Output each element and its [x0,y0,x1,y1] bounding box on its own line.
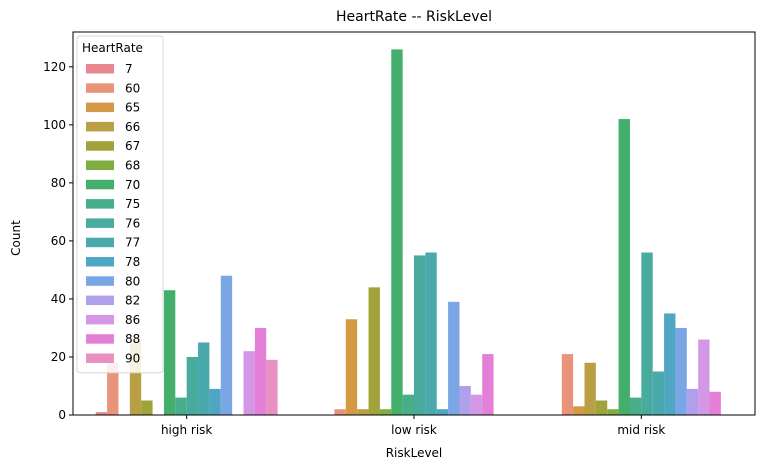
legend-label-7: 7 [125,62,133,76]
x-tick-label: low risk [391,423,437,437]
legend-label-70: 70 [125,178,140,192]
legend-swatch-66 [86,121,114,132]
bar-80-mid-risk [675,327,687,415]
bar-65-low-risk [345,319,358,415]
chart-title: HeartRate -- RiskLevel [336,9,492,25]
bar-88-low-risk [482,354,494,415]
bar-88-mid-risk [709,391,721,415]
bar-86-mid-risk [698,339,710,415]
y-tick-label: 120 [43,60,66,74]
legend-label-75: 75 [125,197,140,211]
bar-76-low-risk [414,255,426,415]
bar-75-low-risk [402,394,414,415]
bar-70-low-risk [391,49,403,415]
legend-label-60: 60 [125,81,140,95]
bar-78-low-risk [436,409,449,415]
bar-66-low-risk [357,409,369,415]
legend-swatch-68 [86,160,114,170]
bar-86-high-risk [243,351,255,415]
bar-82-low-risk [459,385,471,415]
legend-swatch-82 [86,295,114,306]
bar-76-high-risk [186,356,199,415]
bar-67-mid-risk [595,400,608,415]
axes-group: 0 20 40 60 80 100 120 high risk low risk mid risk [43,31,756,437]
legend-swatch-65 [86,102,114,113]
bar-7-high-risk [95,412,108,415]
legend-box [76,35,164,374]
x-tick-label: mid risk [617,423,665,437]
legend-label-67: 67 [125,139,140,153]
legend-swatch-86 [86,314,114,325]
y-tick-label: 0 [58,408,66,422]
bar-66-mid-risk [584,362,596,415]
legend-swatch-76 [86,218,114,228]
legend-swatch-60 [86,83,114,93]
bar-75-mid-risk [629,397,642,415]
bar-67-high-risk [141,400,153,415]
y-tick-label: 40 [51,292,66,306]
x-axis-label: RiskLevel [386,446,443,460]
bar-60-mid-risk [561,354,574,415]
bar-68-low-risk [379,409,392,415]
legend-swatch-78 [86,257,114,267]
legend-label-82: 82 [125,294,140,308]
bar-77-mid-risk [652,371,665,415]
bar-88-high-risk [254,327,267,415]
legend-label-78: 78 [125,255,140,269]
legend-swatch-75 [86,199,114,209]
legend-swatch-77 [86,237,114,248]
bar-82-mid-risk [686,388,699,415]
bar-80-low-risk [448,301,460,415]
legend-label-80: 80 [125,274,140,288]
legend-label-86: 86 [125,313,140,327]
legend-swatch-70 [86,179,114,190]
legend-label-66: 66 [125,120,140,134]
bar-76-mid-risk [641,252,653,415]
legend-swatch-88 [86,334,114,344]
bar-78-mid-risk [664,313,676,415]
bar-77-low-risk [425,252,437,415]
bar-60-low-risk [334,409,346,415]
bars-group [95,49,721,416]
x-tick-label: high risk [161,423,212,437]
bar-80-high-risk [220,275,233,415]
legend-label-77: 77 [125,236,140,250]
legend-title: HeartRate [82,41,143,55]
bar-65-mid-risk [573,406,585,415]
legend-swatch-67 [86,141,114,151]
bar-67-low-risk [368,287,380,415]
bar-75-high-risk [175,397,187,415]
legend-label-68: 68 [125,159,140,173]
bar-77-high-risk [198,342,210,415]
y-tick-label: 80 [51,176,66,190]
bar-90-high-risk [266,359,278,415]
bar-60-high-risk [107,362,119,415]
bar-86-low-risk [470,394,483,415]
bar-70-mid-risk [618,119,630,416]
bar-70-high-risk [163,290,176,415]
legend: HeartRate 7 60 65 66 67 68 70 75 76 77 78 80 82 86 88 90 [76,35,164,374]
y-tick-label: 60 [51,234,66,248]
bar-78-high-risk [209,388,221,415]
y-tick-label: 100 [43,118,66,132]
y-tick-label: 20 [51,350,66,364]
bar-66-high-risk [129,339,142,415]
legend-label-65: 65 [125,101,140,115]
legend-label-76: 76 [125,216,140,230]
legend-swatch-7 [86,64,114,74]
legend-label-90: 90 [125,352,140,366]
y-axis-label: Count [9,220,23,256]
legend-label-88: 88 [125,332,140,346]
bar-68-mid-risk [607,409,619,415]
legend-swatch-90 [86,353,114,363]
legend-swatch-80 [86,276,114,286]
